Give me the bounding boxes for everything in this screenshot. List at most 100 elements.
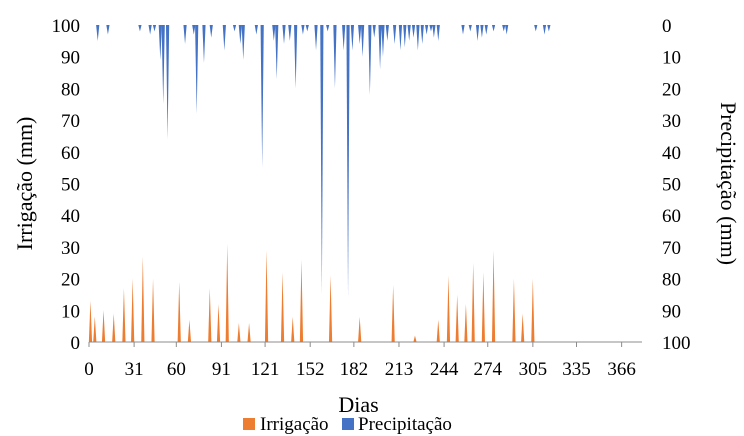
precipitacao-spike — [432, 25, 436, 38]
precipitacao-spike — [372, 25, 376, 38]
y-tick-label: 70 — [61, 111, 80, 132]
irrigacao-spike — [131, 278, 135, 342]
precipitacao-spike — [381, 25, 385, 57]
y-tick-label: 0 — [71, 333, 81, 354]
precipitacao-spike — [333, 25, 337, 89]
precipitacao-spike — [346, 25, 350, 298]
axis-layer: 0 31 60 91 121 152 182 213 244 274 305 335 366 0 10 20 3… — [52, 16, 691, 380]
y2-tick-label: 20 — [662, 79, 681, 100]
x-tick-label: 152 — [296, 359, 325, 380]
irrigacao-spike — [122, 288, 126, 342]
irrigacao-spike — [88, 300, 93, 342]
y-tick-label: 60 — [61, 143, 80, 164]
irrigacao-spike — [358, 316, 362, 342]
irrigacao-spike — [112, 313, 116, 342]
precipitacao-spike — [534, 25, 538, 32]
irrigacao-spike — [225, 243, 229, 342]
irrigacao-spike — [264, 250, 269, 342]
irrigacao-spike — [177, 281, 181, 342]
x-tick-label: 366 — [607, 359, 636, 380]
precipitacao-spike — [183, 25, 187, 45]
x-tick-label: 182 — [340, 359, 369, 380]
precipitacao-spike — [294, 25, 298, 89]
precipitacao-spike — [420, 25, 424, 45]
y2-tick-label: 10 — [662, 48, 681, 69]
y-tick-label: 80 — [61, 79, 80, 100]
legend-swatch — [243, 418, 255, 430]
precipitacao-spike — [385, 25, 389, 41]
precipitacao-spike — [416, 25, 420, 51]
x-tick-label: 335 — [562, 359, 591, 380]
irrigacao-spike — [512, 278, 516, 342]
x-tick-label: 305 — [519, 359, 548, 380]
precipitacao-spike — [342, 25, 346, 51]
precipitacao-spike — [238, 25, 242, 45]
irrigacao-spike — [328, 275, 333, 342]
irrigacao-spike — [464, 303, 468, 342]
x-tick-label: 121 — [251, 359, 280, 380]
irrigacao-spike — [391, 284, 395, 342]
y2-tick-label: 40 — [662, 143, 681, 164]
y2-tick-label: 60 — [662, 206, 681, 227]
precipitacao-spike — [152, 25, 157, 32]
precipitacao-spike — [425, 25, 429, 35]
precipitacao-spike — [158, 25, 162, 60]
irrigacao-spike — [151, 278, 155, 342]
irrigacao-spike — [247, 322, 251, 342]
precipitacao-spike — [254, 25, 258, 35]
precipitacao-spike — [138, 25, 142, 32]
precipitacao-spike — [288, 25, 292, 41]
x-tick-label: 213 — [385, 359, 414, 380]
precipitacao-spike — [484, 25, 488, 35]
y-tick-label: 10 — [61, 301, 80, 322]
irrigacao-spike — [291, 316, 295, 342]
precipitacao-spike — [305, 25, 309, 32]
y2-tick-label: 0 — [662, 16, 672, 37]
precipitacao-spike — [436, 25, 440, 41]
precipitacao-spike — [241, 25, 245, 60]
x-tick-label: 91 — [212, 359, 231, 380]
x-axis-title: Dias — [338, 392, 378, 417]
precipitacao-spike — [320, 25, 324, 295]
y2-tick-label: 90 — [662, 301, 681, 322]
x-tick-label: 0 — [84, 359, 94, 380]
x-tick-label: 274 — [473, 359, 502, 380]
precipitacao-spike — [461, 25, 465, 35]
irrigacao-spike — [491, 250, 496, 342]
precipitacao-spike — [260, 25, 264, 168]
y2-tick-label: 100 — [662, 333, 691, 354]
irrigacao-spike — [93, 316, 97, 342]
legend-label: Precipitação — [358, 414, 452, 435]
precipitacao-spike — [350, 25, 355, 51]
irrigacao-spike — [216, 303, 221, 342]
precipitacao-spike — [282, 25, 286, 45]
precipitacao-spike — [502, 25, 506, 32]
y-tick-label: 30 — [61, 238, 80, 259]
irrigacao-spike — [521, 313, 525, 342]
y-tick-label: 100 — [52, 16, 81, 37]
precipitacao-spike — [491, 25, 496, 32]
precipitacao-spike — [195, 25, 199, 114]
precipitacao-spike — [232, 25, 237, 32]
precipitacao-spike — [411, 25, 416, 38]
precipitacao-spike — [192, 25, 196, 35]
irrigacao-spike — [481, 272, 485, 342]
precipitacao-spike — [106, 25, 110, 35]
irrigacao-spike — [187, 319, 192, 342]
precipitacao-spike — [403, 25, 407, 48]
irrigacao-spike — [299, 259, 304, 342]
precipitacao-spike — [161, 25, 165, 105]
y2-tick-label: 70 — [662, 238, 681, 259]
precipitacao-spike — [542, 25, 547, 35]
irrigacao-spike — [141, 256, 145, 342]
precipitacao-spike — [475, 25, 480, 41]
legend-label: Irrigação — [260, 414, 329, 435]
y-tick-label: 20 — [61, 270, 80, 291]
y-tick-label: 50 — [61, 175, 80, 196]
precipitacao-spike — [360, 25, 365, 57]
irrigacao-spike — [280, 272, 285, 342]
precipitacao-spike — [96, 25, 100, 41]
precipitacao-spike — [393, 25, 397, 45]
precipitacao-spike — [398, 25, 403, 51]
precipitacao-spike — [358, 25, 362, 45]
